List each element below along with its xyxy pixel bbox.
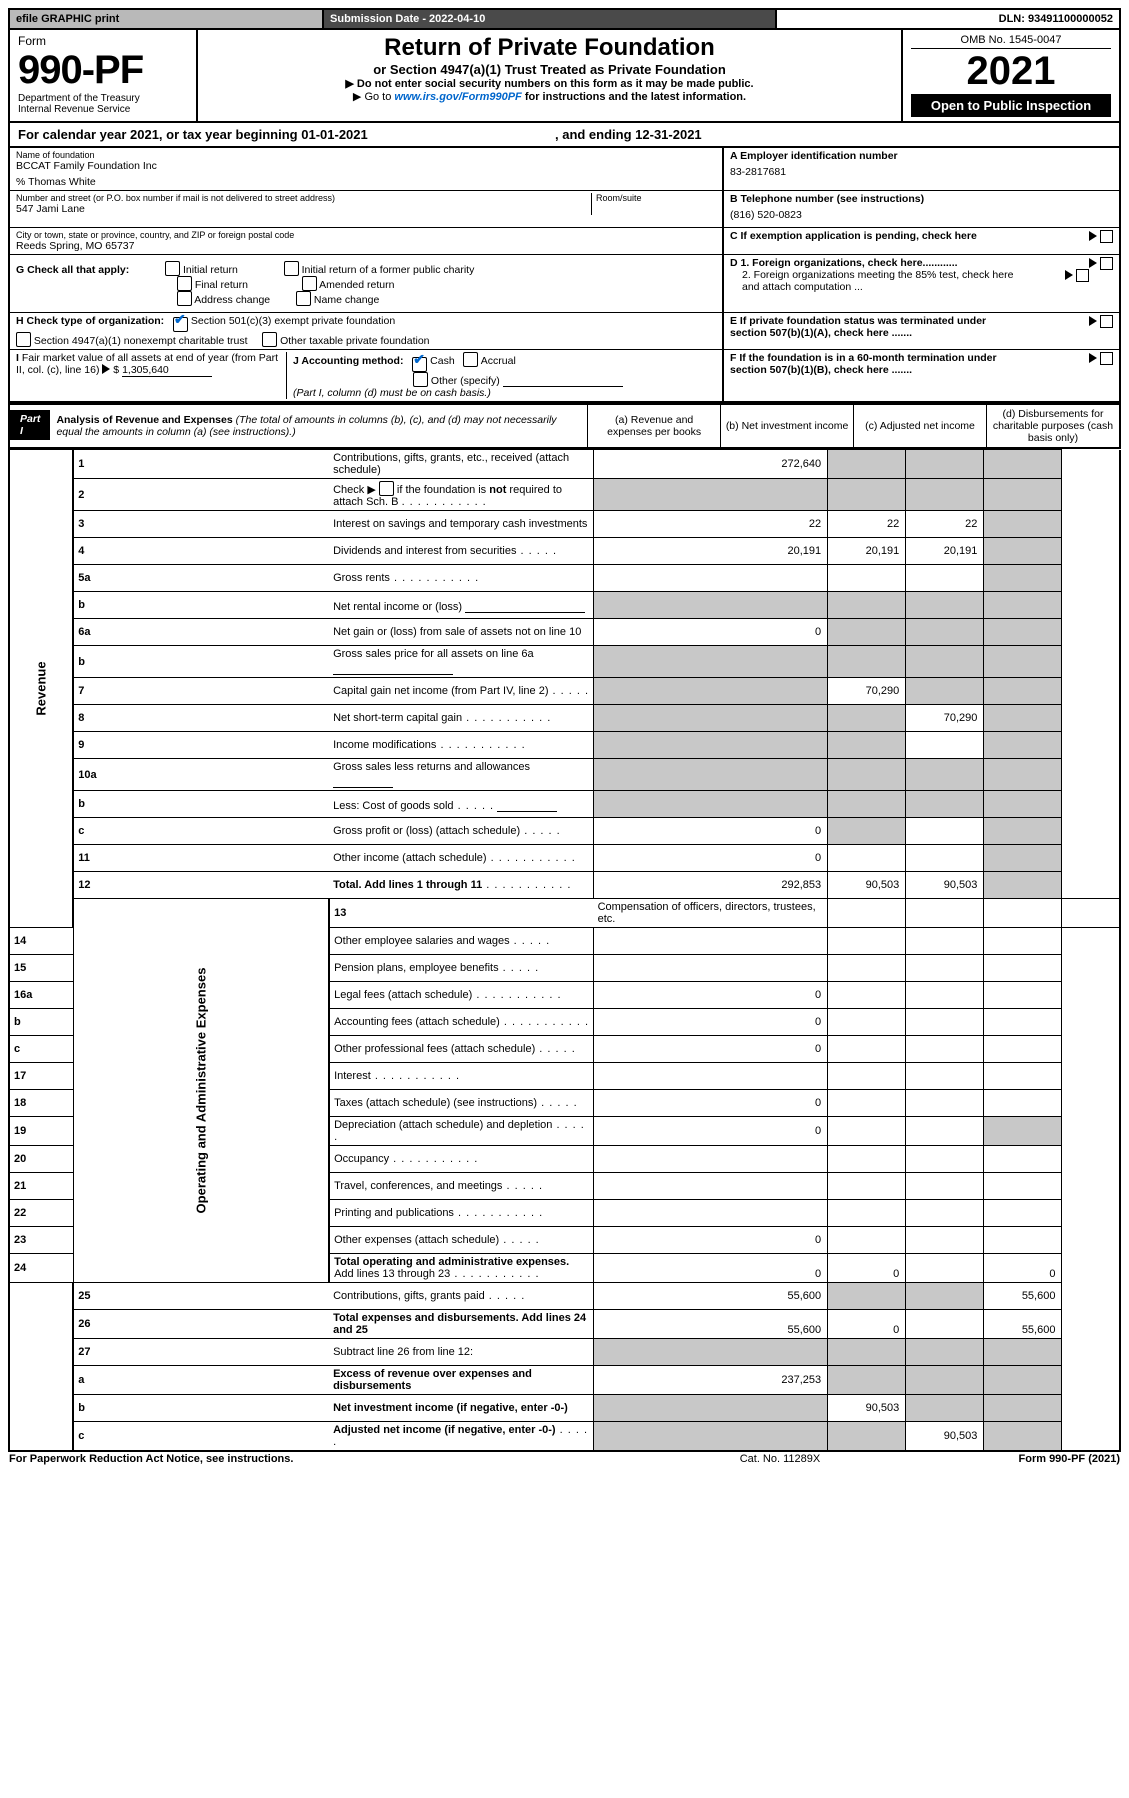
col-d-header: (d) Disbursements for charitable purpose… (987, 404, 1121, 448)
care-of: % Thomas White (16, 172, 716, 188)
checkbox-cash[interactable]: ✔ (412, 357, 427, 372)
efile-label: efile GRAPHIC print (9, 9, 323, 29)
checkbox-d2[interactable] (1076, 269, 1089, 282)
col-a-header: (a) Revenue and expenses per books (588, 404, 721, 448)
checkbox-f[interactable] (1100, 352, 1113, 365)
fmv-value: 1,305,640 (122, 364, 212, 377)
tel-label: B Telephone number (see instructions) (730, 193, 1113, 205)
arrow-icon (1089, 258, 1097, 268)
col-c-header: (c) Adjusted net income (854, 404, 987, 448)
checkbox-accrual[interactable] (463, 352, 478, 367)
arrow-icon (1089, 316, 1097, 326)
checkbox-other-taxable[interactable] (262, 332, 277, 347)
form-header: Form 990-PF Department of the Treasury I… (8, 30, 1121, 123)
part1-header: Part I Analysis of Revenue and Expenses … (8, 403, 1121, 449)
arrow-icon (1089, 353, 1097, 363)
open-inspection: Open to Public Inspection (911, 94, 1111, 117)
page-footer: For Paperwork Reduction Act Notice, see … (8, 1452, 1121, 1466)
checkbox-4947[interactable] (16, 332, 31, 347)
checkbox-final[interactable] (177, 276, 192, 291)
dept-treasury: Department of the Treasury (18, 93, 188, 104)
checkbox-initial-former[interactable] (284, 261, 299, 276)
checkbox-initial[interactable] (165, 261, 180, 276)
ein-label: A Employer identification number (730, 150, 1113, 162)
foundation-name: BCCAT Family Foundation Inc (16, 160, 716, 172)
arrow-icon (1065, 270, 1073, 280)
city-state-zip: Reeds Spring, MO 65737 (16, 240, 716, 252)
expense-side-label: Operating and Administrative Expenses (194, 968, 209, 1214)
checkbox-c[interactable] (1100, 230, 1113, 243)
checkbox-namechange[interactable] (296, 291, 311, 306)
irs-link[interactable]: www.irs.gov/Form990PF (394, 91, 521, 103)
footer-right: Form 990-PF (2021) (877, 1452, 1121, 1466)
checkbox-e[interactable] (1100, 315, 1113, 328)
topbar: efile GRAPHIC print Submission Date - 20… (8, 8, 1121, 30)
part-label: Part I (10, 410, 50, 440)
checkbox-address[interactable] (177, 291, 192, 306)
street-address: 547 Jami Lane (16, 203, 591, 215)
submission-date: Submission Date - 2022-04-10 (323, 9, 776, 29)
tax-year: 2021 (911, 49, 1111, 94)
footer-cat: Cat. No. 11289X (683, 1452, 877, 1466)
checkbox-schb[interactable] (379, 481, 394, 496)
ein-value: 83-2817681 (730, 162, 1113, 182)
checkbox-501c3[interactable]: ✔ (173, 317, 188, 332)
dept-irs: Internal Revenue Service (18, 104, 188, 115)
checkbox-amended[interactable] (302, 276, 317, 291)
note-ssn: ▶ Do not enter social security numbers o… (206, 77, 893, 90)
entity-info: Name of foundation BCCAT Family Foundati… (8, 148, 1121, 403)
footer-left: For Paperwork Reduction Act Notice, see … (8, 1452, 683, 1466)
calendar-year-row: For calendar year 2021, or tax year begi… (8, 123, 1121, 148)
form-number: Form 990-PF (18, 34, 188, 93)
form-title: Return of Private Foundation (206, 34, 893, 62)
tel-value: (816) 520-0823 (730, 205, 1113, 225)
checkbox-other-method[interactable] (413, 372, 428, 387)
dln: DLN: 93491100000052 (776, 9, 1120, 29)
arrow-icon (1089, 231, 1097, 241)
omb-number: OMB No. 1545-0047 (911, 34, 1111, 49)
arrow-icon (102, 364, 110, 374)
revenue-side-label: Revenue (34, 661, 49, 715)
col-b-header: (b) Net investment income (721, 404, 854, 448)
name-label: Name of foundation (16, 150, 716, 160)
note-link: ▶ Go to www.irs.gov/Form990PF for instru… (206, 90, 893, 103)
part1-grid: Revenue 1Contributions, gifts, grants, e… (8, 449, 1121, 1452)
form-subtitle: or Section 4947(a)(1) Trust Treated as P… (206, 62, 893, 77)
checkbox-d1[interactable] (1100, 257, 1113, 270)
